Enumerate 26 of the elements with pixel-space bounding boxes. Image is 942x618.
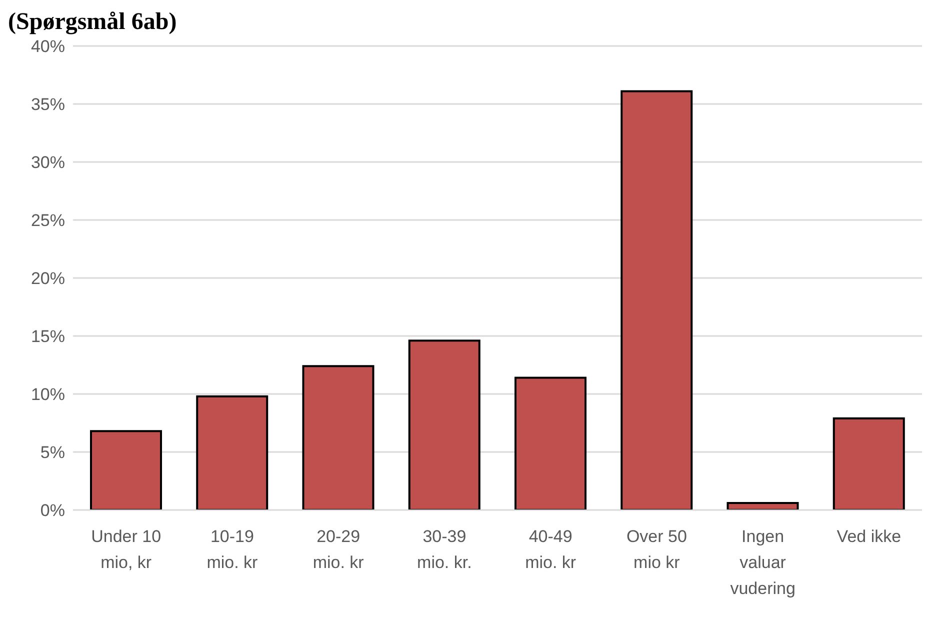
x-tick-label: 40-49 mio. kr xyxy=(525,527,576,572)
bar xyxy=(90,430,162,510)
x-tick-label: 30-39 mio. kr. xyxy=(417,527,472,572)
chart-title: (Spørgsmål 6ab) xyxy=(8,8,178,36)
x-tick-label: Ingen valuar vudering xyxy=(730,527,796,598)
bar xyxy=(832,417,905,510)
y-tick-label: 0% xyxy=(40,501,65,520)
x-tick-label: 10-19 mio. kr xyxy=(206,527,258,572)
x-tick-label: Over 50 mio kr xyxy=(626,527,687,572)
y-tick-label: 25% xyxy=(30,211,65,230)
bar xyxy=(196,395,268,510)
bar xyxy=(620,90,693,510)
bar xyxy=(302,365,374,510)
x-tick-label: Ved ikke xyxy=(836,527,902,546)
y-tick-label: 40% xyxy=(30,37,65,56)
y-tick-label: 20% xyxy=(30,269,65,288)
bar xyxy=(514,376,586,510)
bar xyxy=(726,502,799,510)
x-tick-label: Under 10 mio, kr xyxy=(91,527,162,572)
y-tick-label: 35% xyxy=(30,95,65,114)
x-tick-label: 20-29 mio. kr xyxy=(312,527,364,572)
y-tick-label: 30% xyxy=(30,153,65,172)
y-tick-label: 15% xyxy=(30,327,65,346)
bar xyxy=(408,340,480,510)
y-tick-label: 10% xyxy=(30,385,65,404)
y-tick-label: 5% xyxy=(40,443,65,462)
